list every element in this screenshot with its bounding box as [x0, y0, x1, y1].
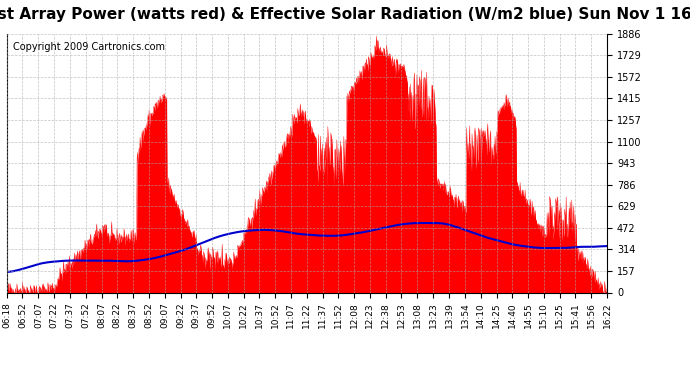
Text: West Array Power (watts red) & Effective Solar Radiation (W/m2 blue) Sun Nov 1 1: West Array Power (watts red) & Effective…	[0, 8, 690, 22]
Text: Copyright 2009 Cartronics.com: Copyright 2009 Cartronics.com	[13, 42, 165, 51]
